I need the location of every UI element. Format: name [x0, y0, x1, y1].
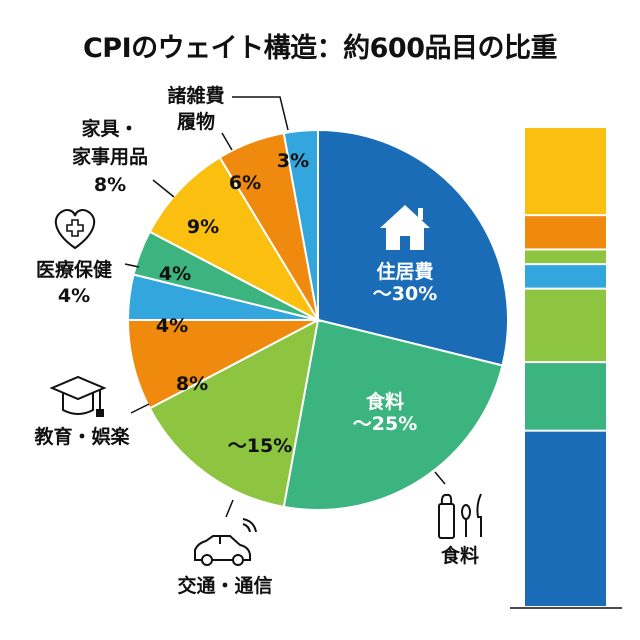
label-food: 食料: [441, 544, 479, 567]
pie-slice-1: [282, 318, 504, 511]
slice-value-label: 〜30%: [373, 283, 437, 305]
heart-plus-icon: [54, 208, 96, 250]
label-medical: 医療保健: [36, 258, 112, 281]
slice-value-label: 8%: [176, 373, 208, 395]
food-bag-utensils-icon: [438, 493, 482, 539]
label-furniture-line2: 家事用品: [72, 145, 148, 168]
label-transport: 交通・通信: [177, 574, 272, 597]
chart-title: CPIのウェイト構造：約600品目の比重: [82, 33, 558, 64]
label-footwear: 履物: [177, 110, 215, 133]
slice-value-label: 〜15%: [228, 435, 292, 457]
slice-name-label: 住居費: [376, 260, 433, 283]
slice-value-label: 3%: [277, 150, 309, 172]
graduation-cap-icon: [49, 375, 107, 417]
leader-line: [232, 96, 289, 131]
pie-slice-2: [148, 318, 320, 509]
pie-slice-6: [148, 156, 321, 323]
leader-line: [152, 179, 175, 198]
leader-line: [225, 499, 234, 518]
house-icon: [380, 205, 430, 250]
slice-value-label: 〜25%: [353, 413, 417, 435]
bar-segment-3: [525, 265, 606, 288]
leader-line: [124, 263, 140, 268]
slice-value-label: 4%: [156, 315, 188, 337]
bar-segment-6: [525, 431, 606, 606]
slice-value-label: 4%: [159, 263, 191, 285]
slice-value-label: 9%: [187, 216, 219, 238]
pie-slice-8: [282, 128, 319, 321]
label-medical-value: 4%: [58, 285, 90, 307]
bar-segment-0: [525, 128, 606, 215]
connected-car-icon: [194, 518, 257, 566]
leader-line: [221, 132, 233, 151]
label-misc: 諸雑費: [167, 84, 224, 107]
leader-line: [130, 403, 150, 414]
leader-line: [434, 471, 446, 485]
slice-value-label: 6%: [229, 172, 261, 194]
bar-segment-5: [525, 363, 606, 430]
bar-segment-1: [525, 216, 606, 249]
label-furniture-value: 8%: [94, 174, 126, 196]
bar-segment-4: [525, 289, 606, 362]
label-furniture-line1: 家具・: [81, 117, 138, 140]
slice-name-label: 食料: [366, 390, 404, 413]
bar-segment-2: [525, 250, 606, 264]
label-education: 教育・娯楽: [34, 425, 130, 448]
